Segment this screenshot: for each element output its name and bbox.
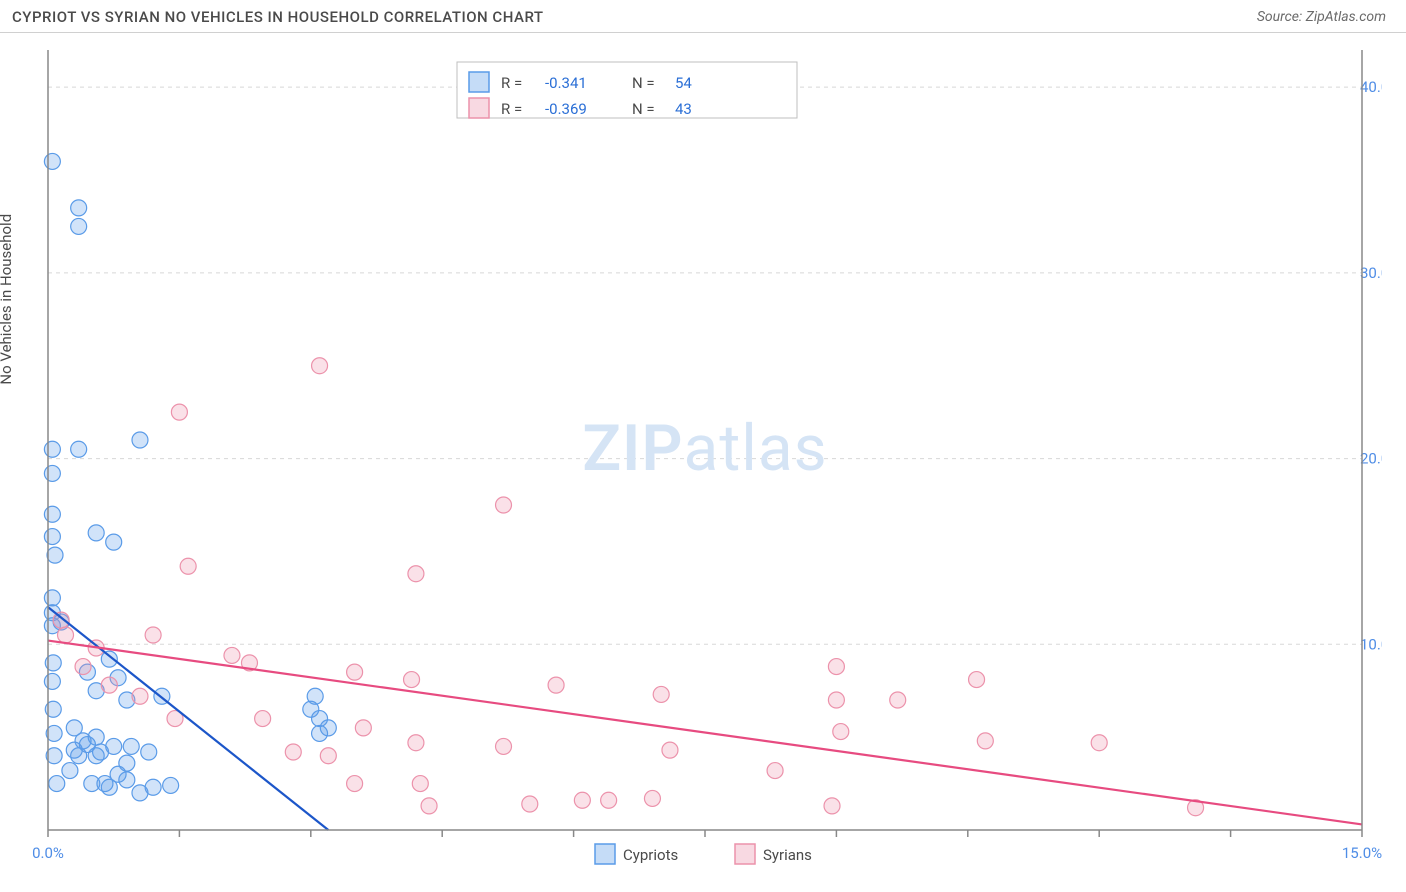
data-point [833, 724, 849, 740]
data-point [62, 763, 78, 779]
data-point [171, 404, 187, 420]
legend-series-label: Syrians [763, 846, 812, 864]
legend-n-label: N = [632, 100, 655, 118]
y-axis-label: No Vehicles in Household [0, 214, 15, 385]
y-tick-label: 40.0% [1360, 78, 1382, 96]
data-point [285, 744, 301, 760]
data-point [404, 672, 420, 688]
x-tick-label: 0.0% [32, 844, 64, 862]
data-point [644, 790, 660, 806]
data-point [421, 798, 437, 814]
data-point [88, 729, 104, 745]
data-point [522, 796, 538, 812]
data-point [255, 711, 271, 727]
x-tick-label: 15.0% [1342, 844, 1382, 862]
data-point [408, 566, 424, 582]
data-point [224, 647, 240, 663]
chart-header: CYPRIOT VS SYRIAN NO VEHICLES IN HOUSEHO… [0, 0, 1406, 33]
data-point [320, 748, 336, 764]
data-point [653, 686, 669, 702]
data-point [977, 733, 993, 749]
data-point [355, 720, 371, 736]
data-point [145, 779, 161, 795]
chart-title: CYPRIOT VS SYRIAN NO VEHICLES IN HOUSEHO… [12, 8, 544, 26]
data-point [44, 465, 60, 481]
legend-n-value: 43 [675, 100, 692, 118]
data-point [163, 777, 179, 793]
data-point [1091, 735, 1107, 751]
data-point [145, 627, 161, 643]
data-point [49, 776, 65, 792]
data-point [828, 692, 844, 708]
data-point [88, 525, 104, 541]
y-tick-label: 30.0% [1360, 264, 1382, 282]
data-point [44, 673, 60, 689]
data-point [320, 720, 336, 736]
data-point [75, 659, 91, 675]
data-point [890, 692, 906, 708]
data-point [662, 742, 678, 758]
data-point [44, 529, 60, 545]
data-point [44, 153, 60, 169]
data-point [312, 358, 328, 374]
data-point [969, 672, 985, 688]
data-point [53, 612, 69, 628]
data-point [496, 497, 512, 513]
data-point [347, 776, 363, 792]
data-point [601, 792, 617, 808]
legend-n-value: 54 [675, 74, 692, 92]
chart-source: Source: ZipAtlas.com [1257, 9, 1386, 25]
data-point [141, 744, 157, 760]
data-point [123, 738, 139, 754]
data-point [412, 776, 428, 792]
data-point [824, 798, 840, 814]
data-point [180, 558, 196, 574]
data-point [119, 755, 135, 771]
data-point [767, 763, 783, 779]
data-point [307, 688, 323, 704]
data-point [347, 664, 363, 680]
data-point [106, 534, 122, 550]
legend-swatch [469, 72, 489, 92]
legend-series-label: Cypriots [623, 846, 678, 864]
legend-swatch [595, 844, 615, 864]
legend-n-label: N = [632, 74, 655, 92]
scatter-chart: 10.0% 20.0% 30.0% 40.0% ZIPatlas 0.0% 15.0% R =… [12, 40, 1382, 880]
data-point [496, 738, 512, 754]
data-point [106, 738, 122, 754]
data-point [47, 547, 63, 563]
data-point [548, 677, 564, 693]
chart-area: No Vehicles in Household 10.0%20.0%30.0%… [12, 40, 1394, 882]
legend-r-label: R = [501, 100, 522, 118]
y-tick-label: 20.0% [1360, 450, 1382, 468]
legend-r-label: R = [501, 74, 522, 92]
data-point [119, 772, 135, 788]
data-point [44, 441, 60, 457]
regression-line [48, 607, 328, 830]
data-point [828, 659, 844, 675]
data-point [408, 735, 424, 751]
y-tick-label: 10.0% [1360, 635, 1382, 653]
data-point [44, 590, 60, 606]
data-point [132, 688, 148, 704]
data-point [101, 677, 117, 693]
watermark: ZIPatlas [582, 411, 827, 486]
data-point [132, 432, 148, 448]
data-point [71, 218, 87, 234]
data-point [71, 441, 87, 457]
legend-swatch [469, 98, 489, 118]
regression-line [48, 641, 1362, 825]
data-point [58, 627, 74, 643]
legend-swatch [735, 844, 755, 864]
legend-r-value: -0.369 [545, 100, 587, 118]
data-point [44, 506, 60, 522]
legend-r-value: -0.341 [545, 74, 587, 92]
data-point [71, 200, 87, 216]
data-point [574, 792, 590, 808]
